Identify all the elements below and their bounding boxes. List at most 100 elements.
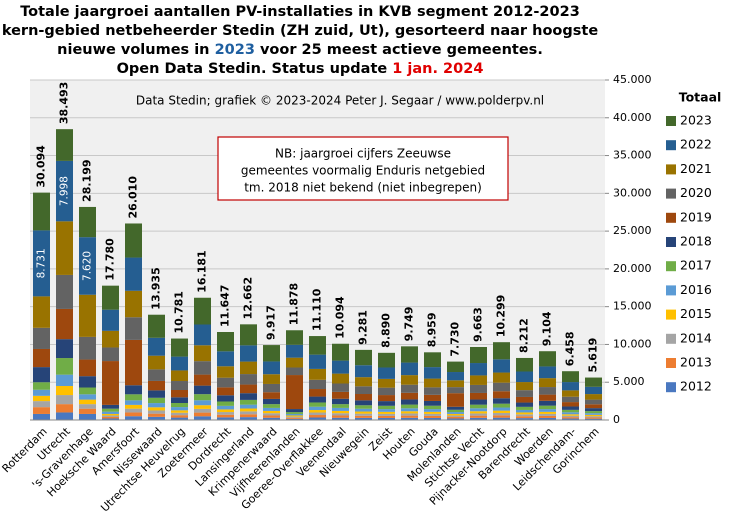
legend-label: 2018 — [680, 234, 712, 249]
legend-swatch — [666, 261, 676, 272]
bar-segment — [401, 413, 418, 416]
bar-segment — [240, 411, 257, 415]
bar-segment — [102, 330, 119, 348]
bar-segment — [194, 405, 211, 409]
bar-segment — [539, 417, 556, 420]
bar-segment — [148, 407, 165, 411]
bar-segment — [539, 366, 556, 379]
bar-segment — [424, 409, 441, 412]
bar-segment — [79, 376, 96, 388]
legend-label: 2021 — [680, 161, 712, 176]
legend-title: Totaal — [679, 90, 722, 105]
title-part: voor 25 meest actieve gemeentes. — [255, 42, 543, 58]
bar-segment — [424, 367, 441, 379]
bar-segment — [286, 409, 303, 413]
bar-segment — [355, 405, 372, 409]
bar-segment — [516, 418, 533, 420]
bar-segment — [378, 415, 395, 418]
chart-title-line: kern-gebied netbeheerder Stedin (ZH zuid… — [2, 23, 598, 39]
bar-segment — [56, 386, 73, 396]
bar-segment — [562, 414, 579, 416]
total-label: 9.104 — [541, 311, 554, 346]
bar-segment — [493, 417, 510, 420]
bar-segment — [125, 400, 142, 405]
bar-segment — [585, 414, 602, 417]
bar-segment — [309, 417, 326, 420]
bar-segment — [217, 332, 234, 352]
title-part: Open Data Stedin. Status update — [117, 61, 393, 77]
bar-segment — [470, 411, 487, 414]
bar-segment — [217, 395, 234, 402]
bar-segment — [355, 400, 372, 406]
bar-segment — [194, 400, 211, 406]
bar-segment — [493, 391, 510, 399]
bar-segment — [470, 346, 487, 364]
bar-segment — [56, 274, 73, 309]
bar-segment — [516, 414, 533, 417]
bar-segment — [217, 409, 234, 413]
bar-segment — [263, 415, 280, 418]
bar-segment — [194, 408, 211, 413]
annotation-text: gemeentes voormalig Enduris netgebied — [241, 164, 485, 178]
bar-segment — [424, 378, 441, 388]
bar-segment — [516, 412, 533, 415]
title-part: 1 jan. 2024 — [392, 61, 483, 77]
total-label: 9.749 — [403, 307, 416, 342]
bar-segment — [148, 337, 165, 356]
bar-segment — [493, 382, 510, 392]
bar-segment — [401, 415, 418, 418]
bar-segment — [447, 412, 464, 414]
bar-segment — [355, 415, 372, 418]
bar-segment — [585, 417, 602, 419]
bar-segment — [240, 417, 257, 420]
legend-label: 2020 — [680, 185, 712, 200]
bar-segment — [332, 404, 349, 408]
bar-segment — [56, 404, 73, 413]
bar-segment — [33, 389, 50, 396]
bar-segment — [516, 390, 533, 397]
bar-segment — [171, 381, 188, 391]
bar-segment — [493, 415, 510, 418]
bar-segment — [355, 408, 372, 412]
bar-segment — [33, 296, 50, 328]
bar-segment — [585, 394, 602, 400]
title-part: nieuwe volumes in — [57, 42, 214, 58]
bar-segment — [125, 223, 142, 258]
bar-segment — [424, 411, 441, 414]
bar-segment — [79, 359, 96, 377]
bar-segment — [33, 395, 50, 402]
bar-segment — [148, 416, 165, 420]
bar-segment — [102, 416, 119, 419]
bar-segment — [516, 357, 533, 372]
bar-segment — [585, 404, 602, 409]
bar-segment — [470, 375, 487, 385]
bar-segment — [332, 383, 349, 392]
bar-segment — [585, 399, 602, 405]
bar-segment — [401, 399, 418, 405]
annotation-text: NB: jaargroei cijfers Zeeuwse — [275, 147, 451, 161]
y-tick-label: 45.000 — [613, 73, 652, 86]
y-tick-label: 20.000 — [613, 262, 652, 275]
bar-segment — [217, 405, 234, 410]
total-label: 10.781 — [173, 291, 186, 333]
legend-swatch — [666, 212, 676, 223]
bar-segment — [148, 397, 165, 404]
bar-segment — [194, 345, 211, 362]
bar-segment — [171, 410, 188, 413]
bar-segment — [401, 384, 418, 393]
bar-segment — [309, 379, 326, 390]
total-label: 28.199 — [81, 159, 94, 201]
total-label: 8.890 — [380, 313, 393, 348]
bar-segment — [240, 345, 257, 362]
total-label: 5.619 — [587, 338, 600, 373]
bar-segment — [56, 160, 73, 222]
bar-segment — [79, 294, 96, 337]
bar-segment — [493, 412, 510, 416]
bar-segment — [562, 371, 579, 383]
data-label: 7.620 — [82, 251, 94, 281]
bar-segment — [309, 336, 326, 355]
bar-segment — [79, 408, 96, 414]
bar-segment — [332, 391, 349, 399]
bar-segment — [79, 404, 96, 409]
bar-segment — [56, 412, 73, 420]
